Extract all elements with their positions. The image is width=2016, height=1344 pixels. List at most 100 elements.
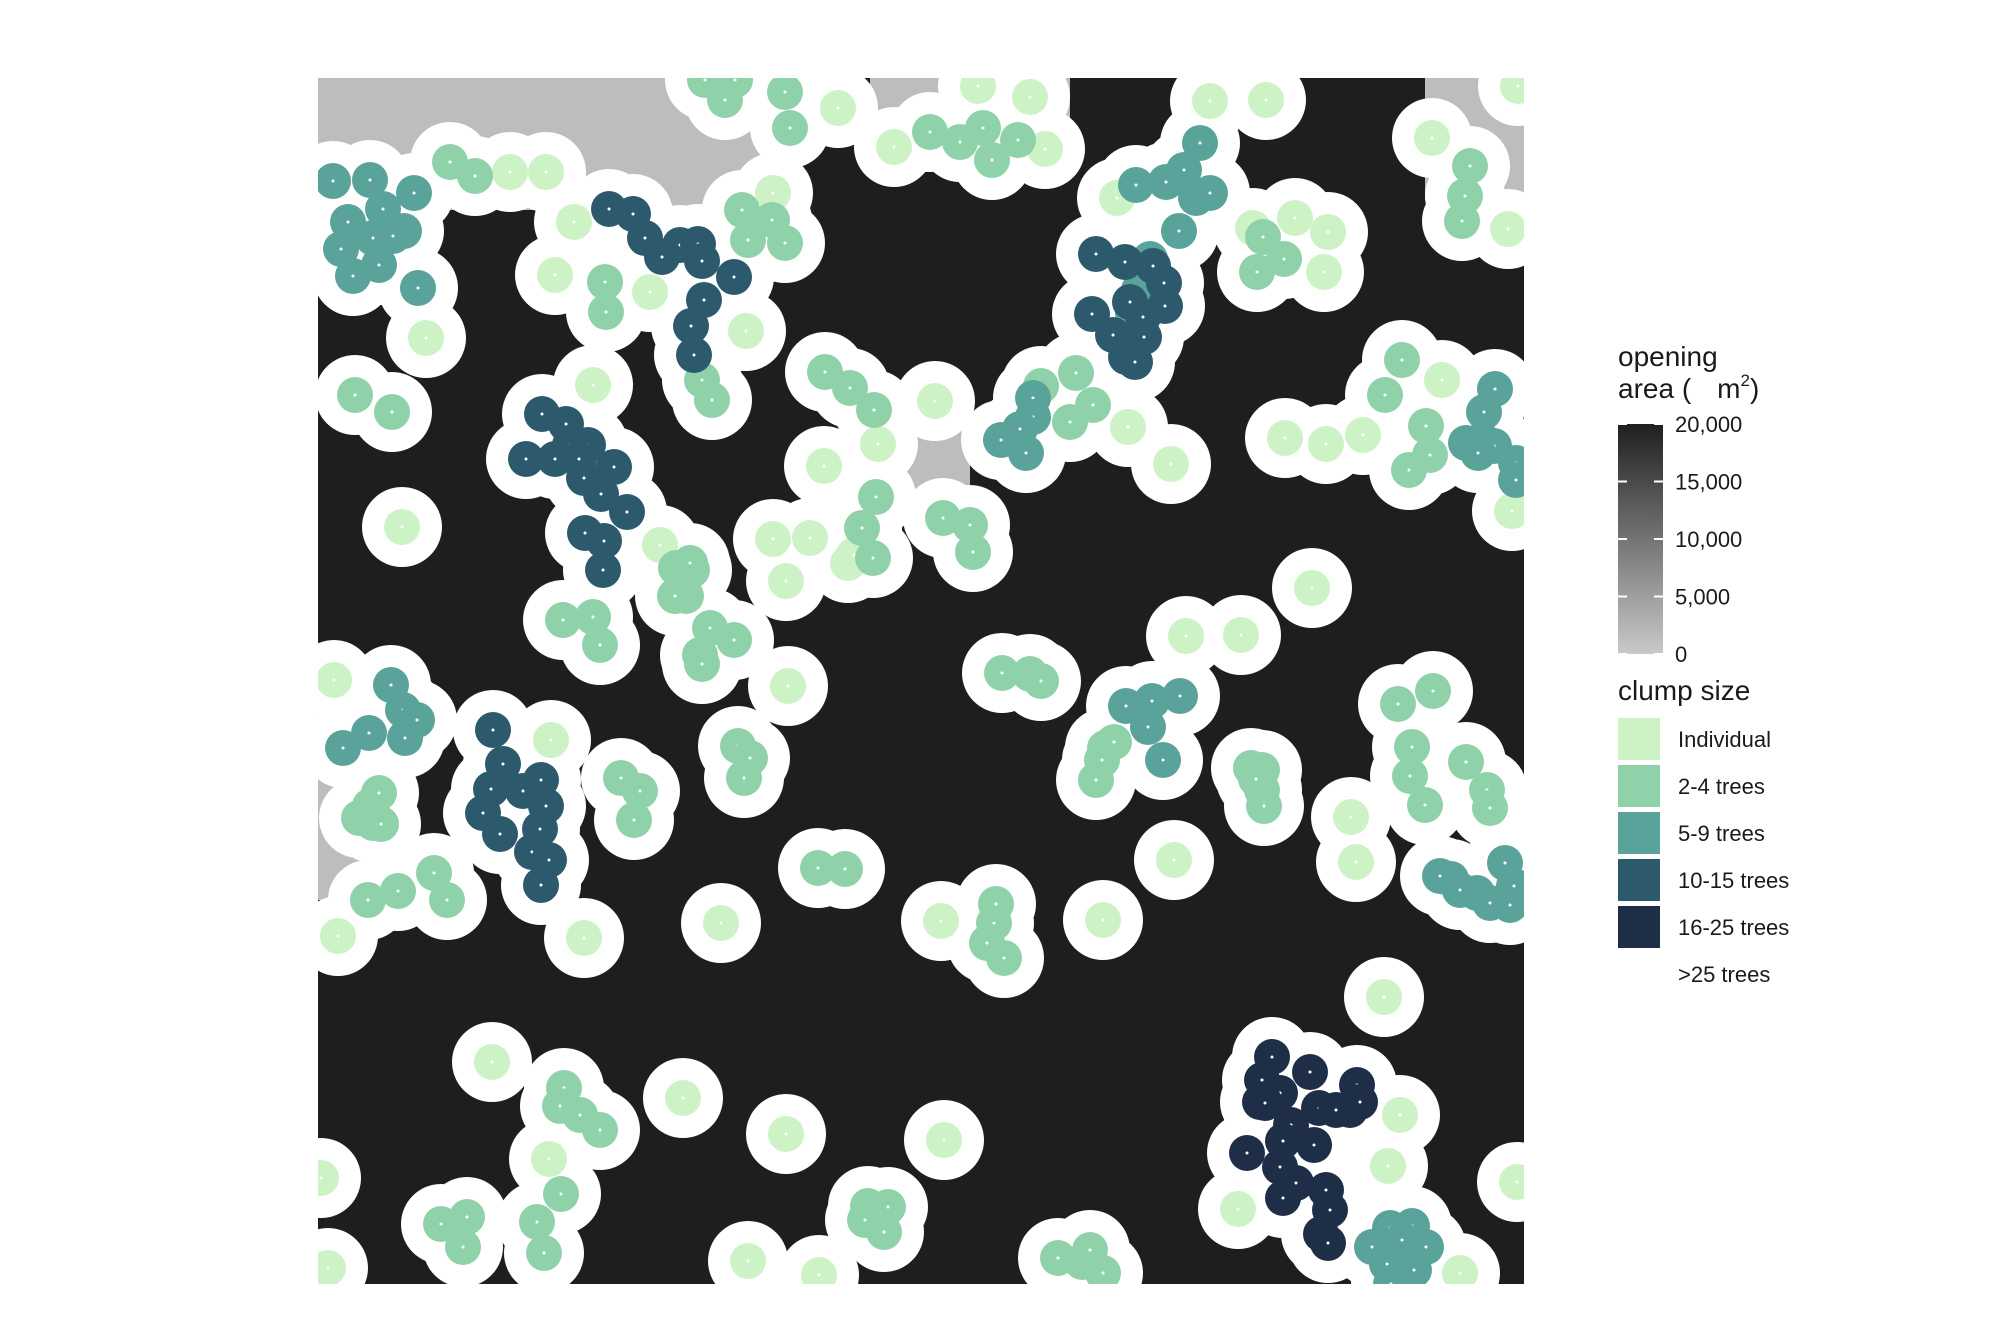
tree-stem xyxy=(332,678,336,682)
tree-stem xyxy=(336,934,340,938)
tree-stem xyxy=(1184,634,1188,638)
tree-stem xyxy=(416,286,420,290)
tree-stem xyxy=(547,1157,551,1161)
tree-stem xyxy=(783,241,787,245)
tree-stem xyxy=(331,179,335,183)
tree-stem xyxy=(1349,815,1353,819)
tree-stem xyxy=(1264,98,1268,102)
tree-stem xyxy=(524,457,528,461)
tree-stem xyxy=(744,329,748,333)
tree-stem xyxy=(389,683,393,687)
tree-stem xyxy=(583,531,587,535)
tree-stem xyxy=(602,539,606,543)
tree-stem xyxy=(582,476,586,480)
tree-stem xyxy=(1236,1207,1240,1211)
tree-stem xyxy=(572,220,576,224)
tree-stem xyxy=(1278,1165,1282,1169)
tree-stem xyxy=(1488,901,1492,905)
tree-crown xyxy=(1442,1255,1478,1284)
tree-stem xyxy=(521,789,525,793)
tree-stem xyxy=(643,236,647,240)
tree-stem xyxy=(1245,1151,1249,1155)
tree-crown xyxy=(960,78,996,104)
tree-stem xyxy=(874,495,878,499)
tree-stem xyxy=(1000,671,1004,675)
tree-stem xyxy=(892,145,896,149)
tree-stem xyxy=(1431,689,1435,693)
clump-legend-swatch xyxy=(1618,953,1660,995)
tree-stem xyxy=(415,718,419,722)
tree-stem xyxy=(1164,180,1168,184)
tree-stem xyxy=(689,324,693,328)
tree-stem xyxy=(783,90,787,94)
tree-stem xyxy=(933,399,937,403)
tree-stem xyxy=(732,638,736,642)
tree-stem xyxy=(390,410,394,414)
tree-stem xyxy=(490,1060,494,1064)
tree-stem xyxy=(1514,478,1518,482)
tree-stem xyxy=(396,889,400,893)
opening-legend-title-line2: area (m2) xyxy=(1618,371,1759,404)
tree-stem xyxy=(1239,633,1243,637)
tree-stem xyxy=(539,778,543,782)
tree-stem xyxy=(876,442,880,446)
map-panel xyxy=(318,78,1524,1284)
tree-stem xyxy=(1408,774,1412,778)
tree-stem xyxy=(981,126,985,130)
tree-stem xyxy=(501,762,505,766)
tree-stem xyxy=(1178,694,1182,698)
tree-stem xyxy=(1002,956,1006,960)
tree-stem xyxy=(591,615,595,619)
tree-stem xyxy=(544,804,548,808)
tree-stem xyxy=(1281,1139,1285,1143)
tree-stem xyxy=(631,212,635,216)
tree-stem xyxy=(1428,453,1432,457)
tree-stem xyxy=(700,662,704,666)
tree-crown xyxy=(767,78,803,110)
tree-stem xyxy=(1088,1248,1092,1252)
tree-stem xyxy=(702,298,706,302)
tree-stem xyxy=(823,370,827,374)
tree-stem xyxy=(700,259,704,263)
tree-stem xyxy=(535,1220,539,1224)
tree-stem xyxy=(1261,235,1265,239)
tree-crown xyxy=(318,1160,339,1196)
tree-stem xyxy=(1308,1070,1312,1074)
tree-stem xyxy=(971,550,975,554)
tree-stem xyxy=(1123,260,1127,264)
tree-stem xyxy=(1293,216,1297,220)
tree-stem xyxy=(1177,229,1181,233)
tree-stem xyxy=(367,731,371,735)
tree-stem xyxy=(1516,84,1520,88)
colorbar-tick-label: 5,000 xyxy=(1675,585,1730,610)
tree-stem xyxy=(582,936,586,940)
opening-legend-title-line1: opening xyxy=(1618,341,1718,372)
tree-stem xyxy=(368,178,372,182)
tree-stem xyxy=(559,1192,563,1196)
tree-stem xyxy=(539,883,543,887)
tree-stem xyxy=(412,191,416,195)
tree-stem xyxy=(1503,861,1507,865)
tree-stem xyxy=(607,207,611,211)
clump-legend-label: 16-25 trees xyxy=(1678,915,1789,940)
tree-stem xyxy=(863,1218,867,1222)
clump-legend-swatch xyxy=(1618,859,1660,901)
tree-stem xyxy=(1382,995,1386,999)
tree-stem xyxy=(1126,425,1130,429)
tree-stem xyxy=(1385,1262,1389,1266)
tree-stem xyxy=(999,438,1003,442)
tree-stem xyxy=(339,247,343,251)
tree-stem xyxy=(746,1259,750,1263)
tree-crown xyxy=(1498,462,1524,498)
tree-stem xyxy=(632,818,636,822)
tree-stem xyxy=(1281,1196,1285,1200)
tree-stem xyxy=(1468,164,1472,168)
tree-stem xyxy=(958,140,962,144)
tree-stem xyxy=(1151,264,1155,268)
tree-stem xyxy=(808,536,812,540)
tree-stem xyxy=(1322,270,1326,274)
clump-legend-label: 2-4 trees xyxy=(1678,774,1765,799)
tree-stem xyxy=(1056,1256,1060,1260)
tree-stem xyxy=(461,1245,465,1249)
tree-stem xyxy=(941,516,945,520)
